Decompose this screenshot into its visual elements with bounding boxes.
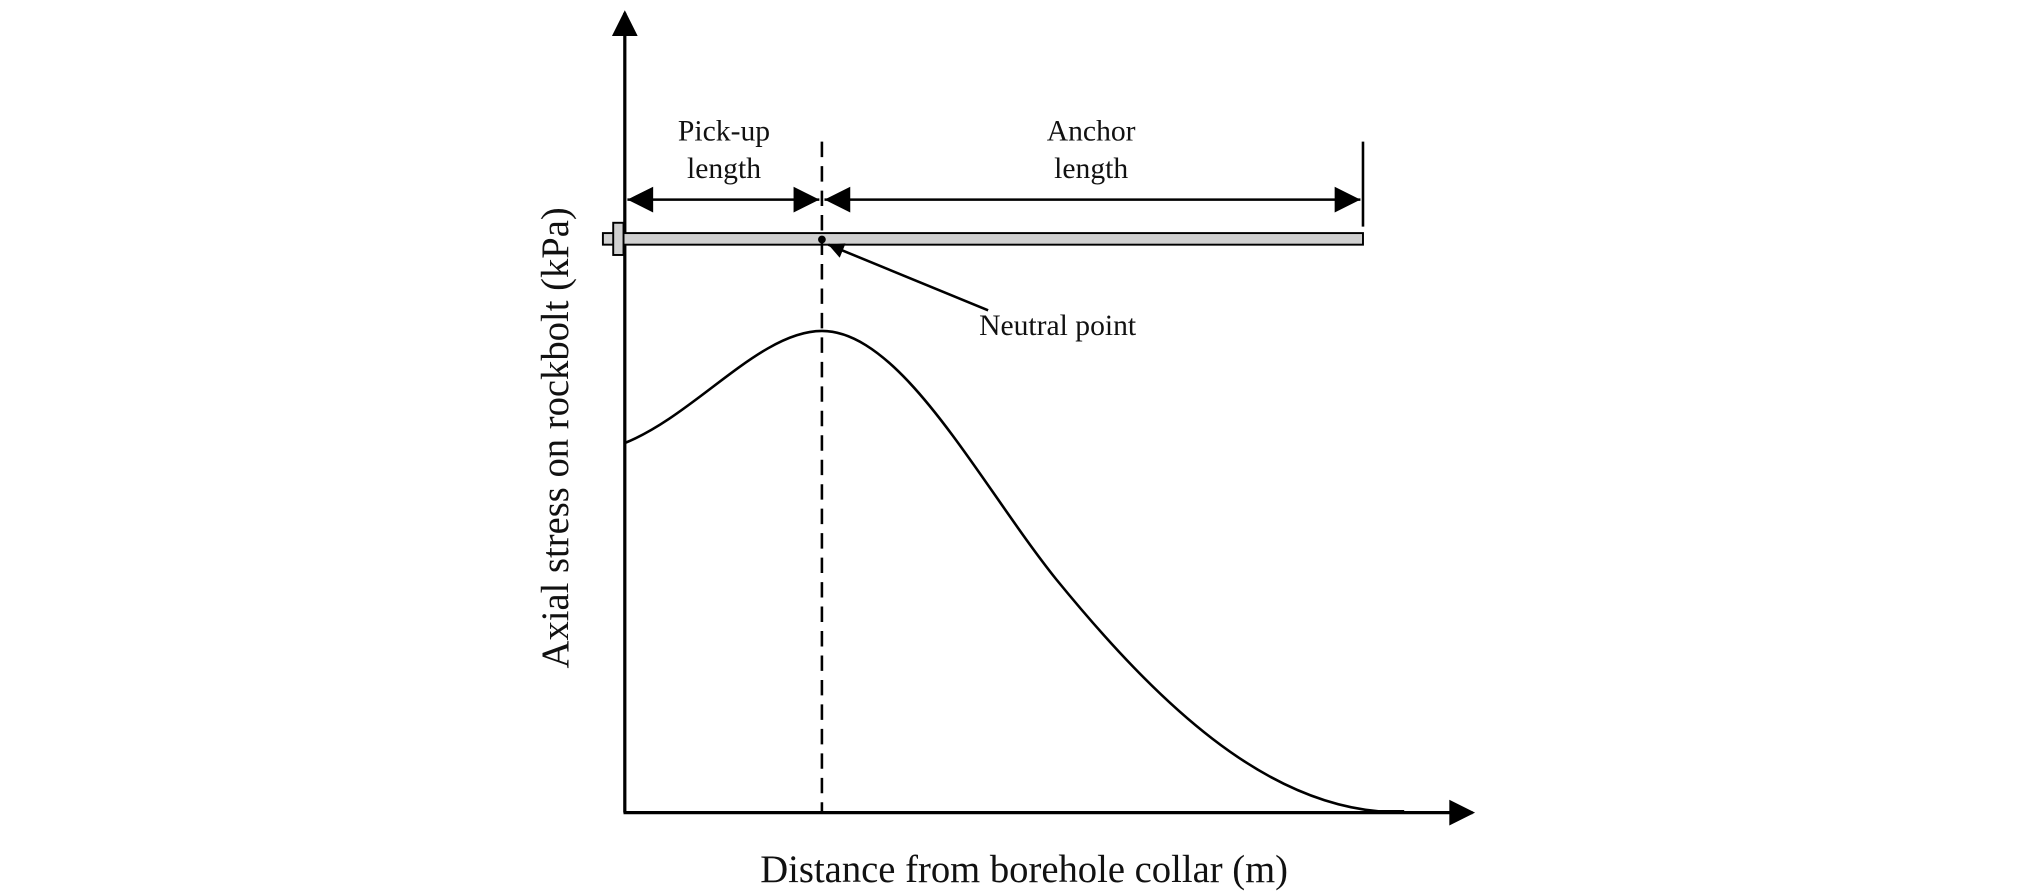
neutral-point bbox=[818, 235, 826, 244]
stress-curve bbox=[624, 329, 1405, 813]
bolt-head bbox=[612, 221, 625, 256]
rockbolt bbox=[601, 232, 1364, 246]
neutral-pointer bbox=[827, 243, 989, 312]
pickup-label: Pick-up bbox=[678, 116, 770, 148]
anchor-label: Anchor bbox=[1047, 116, 1136, 148]
neutral-point-label: Neutral point bbox=[979, 310, 1137, 342]
y-axis-label: Axial stress on rockbolt (kPa) bbox=[535, 207, 577, 668]
anchor-label: length bbox=[1054, 153, 1128, 185]
pickup-label: length bbox=[687, 153, 761, 185]
x-axis-label: Distance from borehole collar (m) bbox=[760, 849, 1288, 891]
